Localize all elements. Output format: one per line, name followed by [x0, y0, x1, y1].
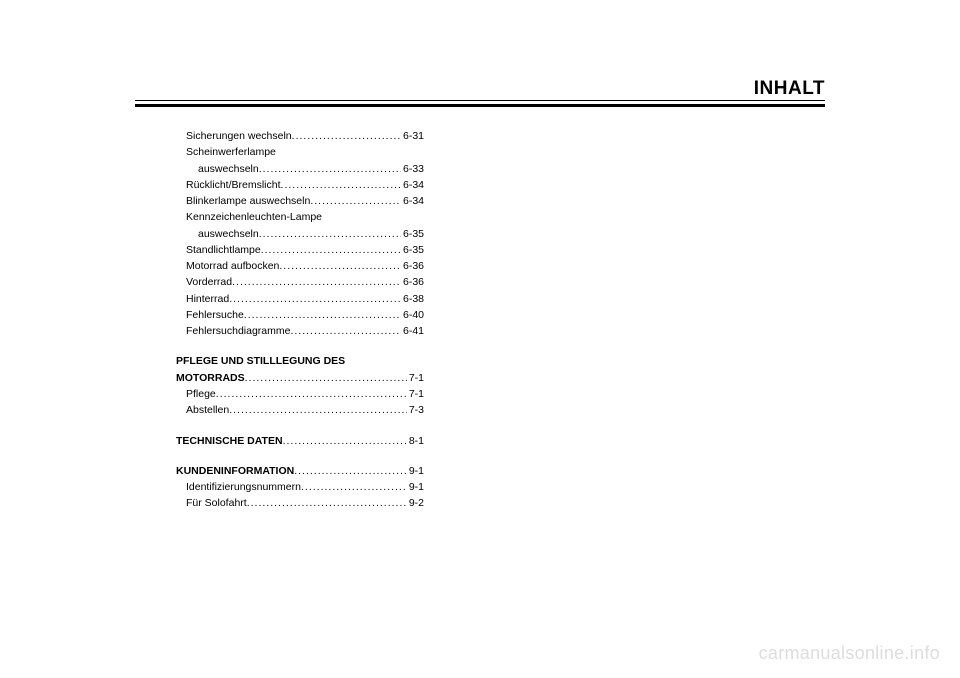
toc-page-number: 6-34 [401, 193, 424, 209]
toc-leader-dots [301, 479, 407, 495]
toc-row: Standlichtlampe 6-35 [176, 242, 424, 258]
toc-row: Sicherungen wechseln 6-31 [176, 128, 424, 144]
toc-row: Pflege 7-1 [176, 386, 424, 402]
toc-page-number: 9-1 [407, 479, 424, 495]
toc-page-number: 8-1 [407, 433, 424, 449]
toc-leader-dots [216, 386, 407, 402]
toc-label: Sicherungen wechseln [186, 128, 292, 144]
toc-section-gap [176, 419, 424, 433]
toc-label: Identifizierungsnummern [186, 479, 301, 495]
page: INHALT Sicherungen wechseln 6-31Scheinwe… [0, 0, 960, 678]
toc-label: Kennzeichenleuchten-Lampe [186, 209, 322, 225]
toc-label: auswechseln [198, 161, 259, 177]
toc-leader-dots [281, 177, 401, 193]
toc-label: Vorderrad [186, 274, 232, 290]
toc-row: auswechseln 6-33 [176, 161, 424, 177]
toc-label: auswechseln [198, 226, 259, 242]
toc-label: MOTORRADS [176, 370, 245, 386]
toc-leader-dots [279, 258, 401, 274]
toc-section-gap [176, 449, 424, 463]
toc-row: Scheinwerferlampe [176, 144, 424, 160]
table-of-contents: Sicherungen wechseln 6-31Scheinwerferlam… [176, 128, 424, 512]
toc-label: Abstellen [186, 402, 229, 418]
toc-page-number: 6-41 [401, 323, 424, 339]
toc-row: Für Solofahrt 9-2 [176, 495, 424, 511]
toc-leader-dots [290, 323, 401, 339]
toc-row: Fehlersuchdiagramme 6-41 [176, 323, 424, 339]
toc-row: Blinkerlampe auswechseln 6-34 [176, 193, 424, 209]
toc-row: Identifizierungsnummern 9-1 [176, 479, 424, 495]
toc-row: Abstellen 7-3 [176, 402, 424, 418]
toc-label: Pflege [186, 386, 216, 402]
toc-label: Scheinwerferlampe [186, 144, 276, 160]
toc-label: KUNDENINFORMATION [176, 463, 294, 479]
toc-label: Motorrad aufbocken [186, 258, 279, 274]
toc-page-number: 7-3 [407, 402, 424, 418]
toc-leader-dots [247, 495, 407, 511]
header-rule-thin [135, 100, 825, 101]
toc-leader-dots [259, 161, 401, 177]
toc-leader-dots [310, 193, 401, 209]
toc-label: Rücklicht/Bremslicht [186, 177, 281, 193]
toc-row: auswechseln 6-35 [176, 226, 424, 242]
watermark-text: carmanualsonline.info [759, 643, 940, 664]
toc-row: TECHNISCHE DATEN 8-1 [176, 433, 424, 449]
toc-leader-dots [229, 402, 407, 418]
toc-page-number: 9-1 [407, 463, 424, 479]
toc-row: Kennzeichenleuchten-Lampe [176, 209, 424, 225]
toc-page-number: 6-36 [401, 274, 424, 290]
toc-row: Motorrad aufbocken 6-36 [176, 258, 424, 274]
header-rule-thick [135, 104, 825, 107]
toc-leader-dots [245, 370, 407, 386]
toc-row: KUNDENINFORMATION 9-1 [176, 463, 424, 479]
toc-page-number: 6-38 [401, 291, 424, 307]
toc-page-number: 6-35 [401, 242, 424, 258]
toc-page-number: 6-34 [401, 177, 424, 193]
toc-page-number: 6-40 [401, 307, 424, 323]
toc-row: MOTORRADS 7-1 [176, 370, 424, 386]
toc-leader-dots [232, 274, 401, 290]
toc-leader-dots [229, 291, 401, 307]
toc-page-number: 9-2 [407, 495, 424, 511]
toc-page-number: 6-36 [401, 258, 424, 274]
toc-label: Fehlersuchdiagramme [186, 323, 290, 339]
toc-page-number: 6-35 [401, 226, 424, 242]
toc-label: TECHNISCHE DATEN [176, 433, 283, 449]
toc-row: Fehlersuche 6-40 [176, 307, 424, 323]
toc-row: PFLEGE UND STILLLEGUNG DES [176, 353, 424, 369]
toc-label: Fehlersuche [186, 307, 244, 323]
page-header: INHALT [754, 78, 825, 100]
toc-label: Hinterrad [186, 291, 229, 307]
toc-row: Rücklicht/Bremslicht 6-34 [176, 177, 424, 193]
toc-label: Für Solofahrt [186, 495, 247, 511]
toc-page-number: 6-33 [401, 161, 424, 177]
toc-page-number: 7-1 [407, 370, 424, 386]
toc-label: PFLEGE UND STILLLEGUNG DES [176, 353, 345, 369]
toc-page-number: 6-31 [401, 128, 424, 144]
toc-section-gap [176, 339, 424, 353]
toc-leader-dots [294, 463, 407, 479]
toc-row: Vorderrad 6-36 [176, 274, 424, 290]
toc-leader-dots [259, 226, 401, 242]
toc-leader-dots [261, 242, 401, 258]
page-title: INHALT [754, 78, 825, 99]
toc-leader-dots [244, 307, 401, 323]
toc-page-number: 7-1 [407, 386, 424, 402]
toc-row: Hinterrad 6-38 [176, 291, 424, 307]
toc-label: Standlichtlampe [186, 242, 261, 258]
toc-leader-dots [292, 128, 401, 144]
toc-label: Blinkerlampe auswechseln [186, 193, 310, 209]
toc-leader-dots [283, 433, 407, 449]
